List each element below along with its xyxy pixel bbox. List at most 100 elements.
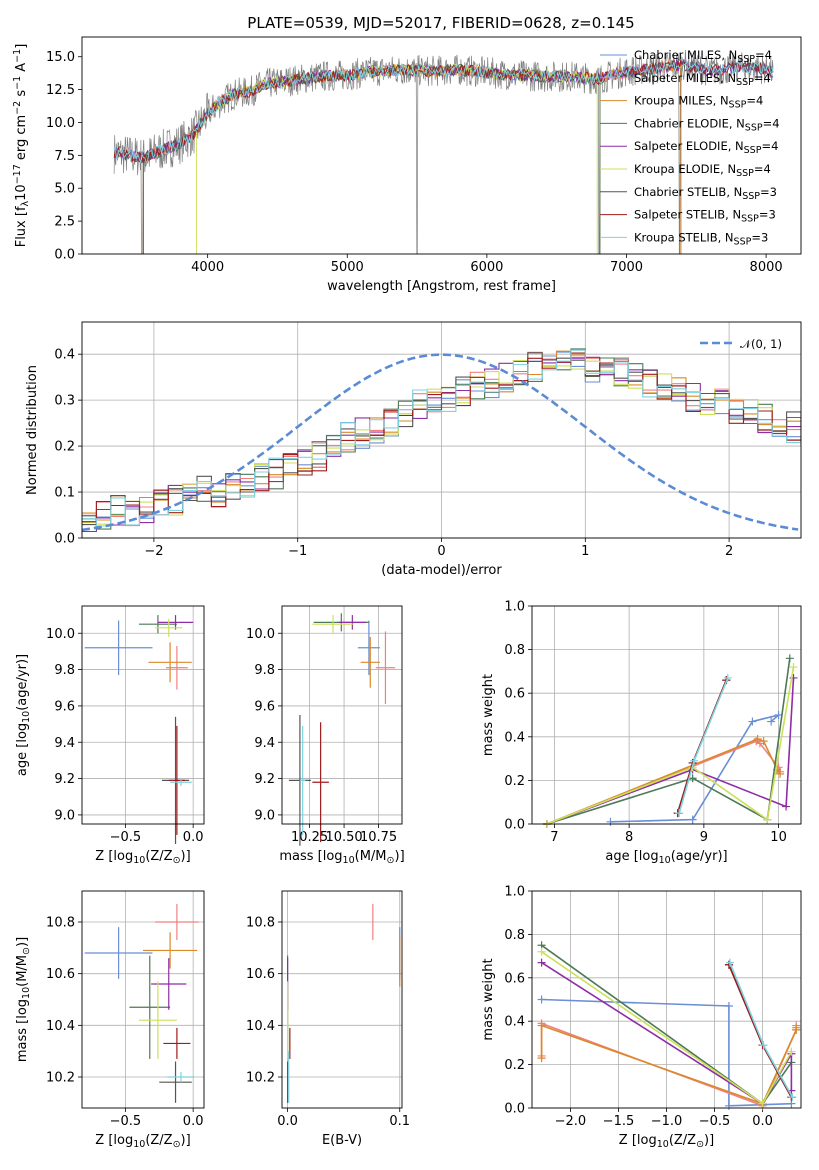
figure-title: PLATE=0539, MJD=52017, FIBERID=0628, z=0…: [247, 14, 634, 32]
x-tick-label: −1.5: [603, 1114, 635, 1129]
y-tick-label: 9.4: [254, 736, 275, 751]
histogram-step: [82, 352, 801, 526]
x-tick-label: 10.50: [325, 830, 362, 845]
mass-weight-point: [748, 717, 757, 726]
mass-weight-point: [788, 1093, 797, 1102]
y-tick-label: 0.2: [54, 440, 75, 455]
y-axis-label: age [log10(age/yr)]: [15, 654, 32, 776]
x-tick-label: 7000: [610, 260, 643, 275]
y-tick-label: 10.8: [46, 916, 75, 931]
mass-weight-point: [767, 717, 776, 726]
x-tick-label: −0.5: [110, 1114, 142, 1129]
mass-weight-point: [785, 654, 794, 663]
y-tick-label: 0.4: [504, 730, 525, 745]
mass-weight-point: [792, 1023, 801, 1032]
mass-vs-metallicity-panel: −0.5 0.0 10.2 10.4 10.6 10.8 Z [log10(Z/Z⊙)] ma…: [15, 890, 205, 1150]
y-tick-label: 0.1: [54, 486, 75, 501]
mass-weight-point: [537, 1054, 546, 1063]
axes-frame: [281, 605, 403, 825]
y-axis-label: Flux [fλ10−17 erg cm−2 s−1 A−1]: [12, 44, 31, 248]
x-tick-label: 0.1: [389, 1114, 410, 1129]
y-tick-label: 10.4: [246, 1019, 275, 1034]
y-axis-label: Normed distribution: [25, 365, 40, 495]
y-tick-label: 1.0: [504, 600, 525, 615]
y-tick-label: 10.2: [246, 1071, 275, 1086]
histogram-step: [82, 356, 801, 533]
x-tick-label: 1: [581, 544, 589, 559]
mass-weight-point: [758, 1099, 767, 1108]
y-tick-label: 10.4: [46, 1019, 75, 1034]
x-tick-label: 0.0: [752, 1114, 773, 1129]
mass-weight-point: [725, 958, 734, 967]
y-tick-label: 10.2: [46, 1071, 75, 1086]
y-tick-label: 0.2: [504, 1058, 525, 1073]
legend-entry: Kroupa ELODIE, NSSP=4: [634, 162, 771, 179]
mass-weight-point: [537, 947, 546, 956]
y-tick-label: 7.5: [54, 149, 75, 164]
x-tick-label: 9: [700, 830, 708, 845]
y-tick-label: 9.2: [254, 772, 275, 787]
y-tick-label: 9.8: [254, 663, 275, 678]
x-tick-label: 8: [625, 830, 633, 845]
mass-weight-point: [763, 815, 772, 824]
mass-weight-point: [753, 734, 762, 743]
y-tick-label: 12.5: [46, 83, 75, 98]
y-axis-label: mass weight: [481, 958, 496, 1040]
x-axis-label: Z [log10(Z/Z⊙)]: [619, 1133, 714, 1150]
legend-entry: Salpeter STELIB, NSSP=3: [634, 208, 776, 225]
x-tick-label: 2: [725, 544, 733, 559]
y-tick-label: 0.0: [504, 1102, 525, 1117]
legend-entry: Chabrier MILES, NSSP=4: [634, 48, 772, 65]
normal-curve: [81, 353, 799, 532]
y-tick-label: 9.2: [54, 772, 75, 787]
axes-frame: [281, 890, 403, 1109]
axes-frame: [531, 605, 802, 825]
y-tick-label: 10.0: [46, 116, 75, 131]
histogram-step: [82, 352, 801, 523]
spectrum-lines: [113, 49, 774, 254]
axes-frame: [81, 36, 802, 255]
mass-weight-point: [675, 809, 684, 818]
y-tick-label: 15.0: [46, 50, 75, 65]
legend-entry: 𝒩(0, 1): [740, 337, 782, 351]
x-axis-label: age [log10(age/yr)]: [605, 849, 727, 866]
x-tick-label: 0: [437, 544, 445, 559]
y-axis-label: mass weight: [481, 674, 496, 756]
y-tick-label: 9.8: [54, 663, 75, 678]
mass-weight-point: [606, 817, 615, 826]
model-spectrum: [113, 59, 774, 165]
mass-weight-line: [546, 658, 791, 825]
legend-entry: Kroupa MILES, NSSP=4: [634, 94, 763, 111]
y-tick-label: 0.0: [54, 248, 75, 263]
x-tick-label: −2.0: [555, 1114, 587, 1129]
mass-vs-extinction-panel: 0.0 0.1 10.2 10.4 10.6 10.8 E(B-V): [246, 890, 410, 1148]
y-tick-label: 1.0: [504, 885, 525, 900]
y-tick-label: 9.6: [254, 699, 275, 714]
mass-weight-point: [723, 673, 732, 682]
y-tick-label: 10.8: [246, 916, 275, 931]
y-tick-label: 9.0: [54, 808, 75, 823]
y-tick-label: 0.3: [54, 394, 75, 409]
x-axis-label: Z [log10(Z/Z⊙)]: [95, 849, 190, 866]
y-tick-label: 9.0: [254, 808, 275, 823]
x-tick-label: 4000: [191, 260, 224, 275]
y-tick-label: 2.5: [54, 215, 75, 230]
mass-weight-point: [787, 1047, 796, 1056]
y-tick-label: 10.6: [246, 967, 275, 982]
x-tick-label: 6000: [470, 260, 503, 275]
mass-weight-point: [688, 774, 697, 783]
x-tick-label: −2: [144, 544, 163, 559]
x-tick-label: 5000: [331, 260, 364, 275]
y-tick-label: 10.0: [46, 627, 75, 642]
x-tick-label: −0.5: [699, 1114, 731, 1129]
mass-weight-point: [776, 769, 785, 778]
x-axis-label: Z [log10(Z/Z⊙)]: [95, 1133, 190, 1150]
mass-weight-vs-metallicity-panel: −2.0 −1.5 −1.0 −0.5 0.0 0.0 0.2 0.4 0.6 0.8 1.0 Z […: [481, 885, 802, 1150]
spectrum-panel: 4000 5000 6000 7000 8000 0.0 2.5 5.0 7.5 10.0 12.5…: [12, 36, 802, 294]
y-tick-label: 0.8: [504, 928, 525, 943]
histogram-step: [82, 349, 801, 527]
mass-weight-point: [724, 1002, 733, 1011]
mass-weight-point: [782, 802, 791, 811]
